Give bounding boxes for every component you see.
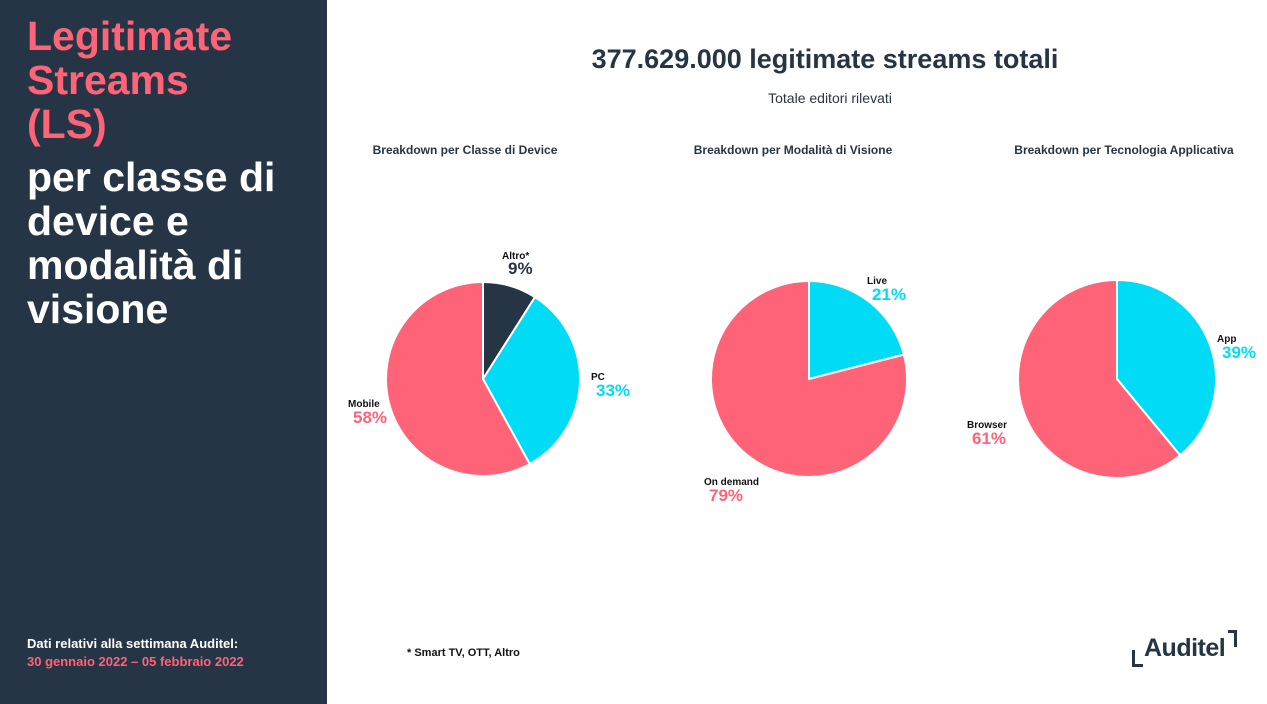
slice-label-mobile: Mobile (348, 399, 380, 410)
title-line: Streams (27, 57, 189, 103)
slice-label-on-demand: On demand (704, 477, 760, 488)
slice-label-pc: PC (591, 372, 605, 383)
slice-pct-on-demand: 79% (709, 486, 744, 505)
slice-pct-live: 21% (872, 285, 907, 304)
sidebar-title-white: per classe di device e modalità di visio… (27, 155, 317, 331)
slice-app (1116, 278, 1217, 457)
chart-title-device: Breakdown per Classe di Device (372, 143, 558, 157)
chart-title-visione: Breakdown per Modalità di Visione (693, 143, 893, 157)
slice-mobile (384, 280, 532, 477)
slice-pct-app: 39% (1222, 343, 1257, 362)
slice-pct-mobile: 58% (353, 408, 388, 427)
title-line: Legitimate (27, 13, 233, 59)
logo-bracket-icon (1228, 630, 1237, 647)
slice-label-altro: Altro* (502, 251, 530, 262)
slice-on-demand (710, 279, 908, 478)
sidebar-title-accent: Legitimate Streams (LS) (27, 14, 317, 146)
week-dates: 30 gennaio 2022 – 05 febbraio 2022 (27, 654, 244, 669)
slice-pct-pc: 33% (596, 381, 631, 400)
title-line: per classe di (27, 154, 276, 200)
sidebar: Legitimate Streams (LS) per classe di de… (0, 0, 327, 704)
auditel-logo: Auditel (1132, 628, 1242, 672)
week-label: Dati relativi alla settimana Auditel: (27, 636, 239, 651)
title-line: modalità di (27, 242, 244, 288)
slice-label-browser: Browser (967, 420, 1008, 431)
title-line: device e (27, 198, 189, 244)
logo-bracket-icon (1132, 650, 1143, 667)
page-subtitle: Totale editori rilevati (768, 90, 892, 106)
slice-browser (1017, 278, 1182, 479)
slice-pct-altro: 9% (508, 259, 533, 278)
logo-text: Auditel (1144, 634, 1226, 662)
slice-pct-browser: 61% (972, 429, 1007, 448)
page-title: 377.629.000 legitimate streams totali (591, 44, 1059, 74)
slice-live (808, 279, 906, 381)
slice-label-app: App (1217, 334, 1237, 345)
chart-title-tecnologia: Breakdown per Tecnologia Applicativa (1014, 143, 1234, 157)
title-line: (LS) (27, 101, 107, 147)
footnote: * Smart TV, OTT, Altro (407, 647, 520, 659)
title-line: visione (27, 286, 169, 332)
slice-label-live: Live (867, 276, 888, 287)
